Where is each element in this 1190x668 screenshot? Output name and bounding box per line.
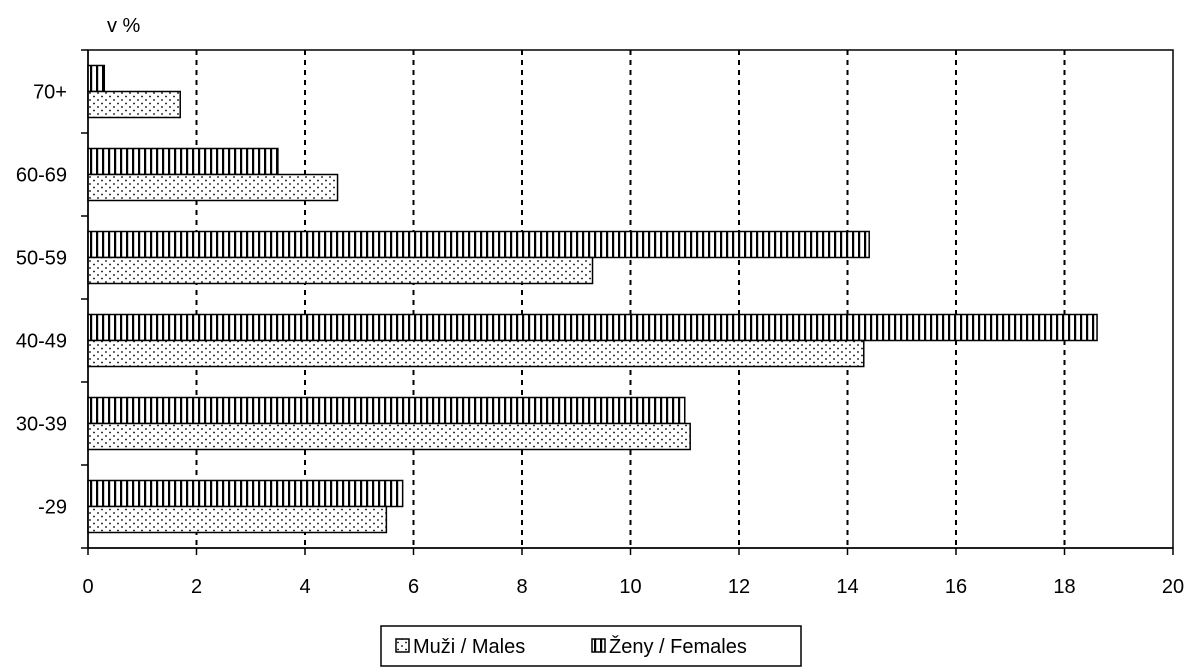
legend-label-females: Ženy / Females bbox=[609, 635, 747, 658]
x-ticks: 0 2 4 6 8 10 12 14 16 18 20 bbox=[82, 548, 1184, 598]
y-category-label: -29 bbox=[38, 497, 67, 519]
bar-males bbox=[87, 90, 181, 119]
x-tick-label: 10 bbox=[619, 576, 641, 598]
bar-females bbox=[87, 396, 686, 425]
x-tick-label: 12 bbox=[728, 576, 750, 598]
bar-males bbox=[87, 422, 691, 451]
bar-females bbox=[87, 479, 404, 508]
bar-males bbox=[87, 339, 865, 368]
legend-label-males: Muži / Males bbox=[413, 636, 525, 658]
x-tick-label: 16 bbox=[945, 576, 967, 598]
y-category-label: 40-49 bbox=[16, 331, 67, 353]
x-tick-label: 20 bbox=[1162, 576, 1184, 598]
y-category-label: 70+ bbox=[33, 82, 67, 104]
bar-females bbox=[87, 230, 870, 259]
bar-males bbox=[87, 505, 388, 534]
legend-swatch-females bbox=[591, 638, 606, 653]
legend-swatch-males bbox=[395, 638, 410, 653]
y-ticks: -29 30-39 40-49 50-59 60-69 70+ bbox=[16, 49, 88, 549]
y-axis-unit-label: v % bbox=[107, 15, 141, 37]
bars bbox=[87, 64, 1098, 534]
x-tick-label: 14 bbox=[836, 576, 858, 598]
x-tick-label: 2 bbox=[191, 576, 202, 598]
bar-females bbox=[87, 64, 106, 93]
gridlines bbox=[195, 50, 1066, 548]
y-category-label: 30-39 bbox=[16, 414, 67, 436]
x-tick-label: 8 bbox=[516, 576, 527, 598]
legend: Muži / Males Ženy / Females bbox=[380, 625, 802, 667]
bar-males bbox=[87, 256, 594, 285]
y-category-label: 50-59 bbox=[16, 248, 67, 270]
bar-females bbox=[87, 147, 279, 176]
x-tick-label: 4 bbox=[299, 576, 310, 598]
x-tick-label: 6 bbox=[408, 576, 419, 598]
x-tick-label: 0 bbox=[82, 576, 93, 598]
bar-males bbox=[87, 173, 339, 202]
legend-box bbox=[380, 625, 802, 667]
y-category-label: 60-69 bbox=[16, 165, 67, 187]
x-tick-label: 18 bbox=[1053, 576, 1075, 598]
bar-females bbox=[87, 313, 1098, 342]
